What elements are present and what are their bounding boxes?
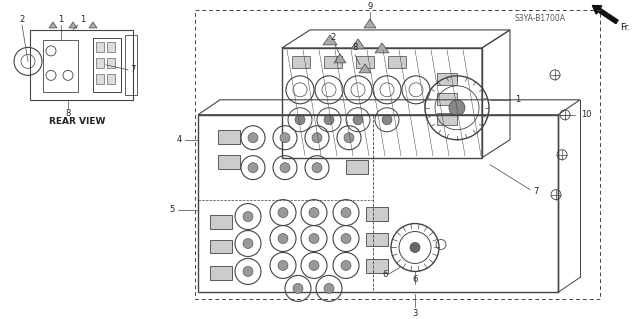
Circle shape bbox=[243, 266, 253, 277]
Polygon shape bbox=[359, 64, 371, 73]
Circle shape bbox=[309, 208, 319, 218]
Circle shape bbox=[278, 208, 288, 218]
Circle shape bbox=[312, 133, 322, 143]
Text: REAR VIEW: REAR VIEW bbox=[49, 117, 105, 126]
Text: 6: 6 bbox=[382, 270, 388, 279]
Bar bbox=[107, 42, 115, 52]
Polygon shape bbox=[49, 22, 57, 28]
Bar bbox=[96, 58, 104, 68]
Circle shape bbox=[248, 163, 258, 173]
Bar bbox=[198, 115, 558, 293]
Text: S3YA-B1700A: S3YA-B1700A bbox=[515, 14, 566, 24]
Bar bbox=[437, 93, 457, 105]
Bar bbox=[437, 113, 457, 125]
Circle shape bbox=[278, 261, 288, 271]
Circle shape bbox=[248, 133, 258, 143]
Text: 4: 4 bbox=[177, 135, 182, 144]
Text: 10: 10 bbox=[580, 110, 591, 119]
Bar bbox=[107, 74, 115, 84]
Bar bbox=[366, 207, 388, 220]
Text: 1: 1 bbox=[58, 15, 63, 25]
Circle shape bbox=[280, 163, 290, 173]
Circle shape bbox=[295, 115, 305, 125]
Text: 7: 7 bbox=[131, 65, 136, 74]
Text: 3: 3 bbox=[412, 309, 418, 318]
Bar bbox=[125, 35, 137, 95]
Text: 1: 1 bbox=[515, 95, 520, 104]
Bar bbox=[218, 155, 240, 169]
Circle shape bbox=[353, 115, 363, 125]
Text: 1: 1 bbox=[81, 15, 86, 25]
Bar bbox=[388, 56, 406, 68]
Bar bbox=[292, 56, 310, 68]
Bar bbox=[96, 42, 104, 52]
Polygon shape bbox=[89, 22, 97, 28]
Circle shape bbox=[243, 211, 253, 222]
Circle shape bbox=[341, 208, 351, 218]
Circle shape bbox=[344, 133, 354, 143]
Circle shape bbox=[293, 283, 303, 293]
Circle shape bbox=[382, 115, 392, 125]
Text: 8: 8 bbox=[352, 43, 358, 52]
Bar bbox=[437, 73, 457, 85]
Text: 5: 5 bbox=[170, 205, 175, 214]
Bar bbox=[366, 233, 388, 247]
Circle shape bbox=[410, 242, 420, 252]
Polygon shape bbox=[334, 54, 346, 63]
Bar bbox=[210, 240, 232, 254]
Circle shape bbox=[341, 261, 351, 271]
Bar bbox=[107, 58, 115, 68]
Text: 8: 8 bbox=[65, 109, 70, 118]
Bar bbox=[218, 130, 240, 144]
Bar bbox=[356, 56, 374, 68]
Circle shape bbox=[449, 100, 465, 116]
Circle shape bbox=[341, 234, 351, 243]
Polygon shape bbox=[351, 39, 365, 49]
Circle shape bbox=[312, 163, 322, 173]
Text: 2: 2 bbox=[19, 15, 24, 25]
Circle shape bbox=[309, 234, 319, 243]
Text: Fr.: Fr. bbox=[620, 23, 630, 33]
Polygon shape bbox=[69, 22, 77, 28]
Text: 2: 2 bbox=[330, 33, 335, 42]
Bar bbox=[43, 40, 78, 92]
Polygon shape bbox=[364, 19, 376, 28]
Circle shape bbox=[309, 261, 319, 271]
Polygon shape bbox=[375, 43, 389, 53]
Circle shape bbox=[278, 234, 288, 243]
Bar bbox=[346, 160, 368, 174]
Text: 6: 6 bbox=[412, 275, 418, 284]
Circle shape bbox=[324, 283, 334, 293]
Circle shape bbox=[243, 239, 253, 249]
Bar bbox=[96, 74, 104, 84]
Bar bbox=[210, 266, 232, 280]
Bar bbox=[282, 48, 482, 158]
FancyArrow shape bbox=[593, 5, 618, 24]
Text: 9: 9 bbox=[367, 3, 372, 11]
Bar bbox=[366, 259, 388, 273]
Bar bbox=[30, 30, 133, 100]
Circle shape bbox=[280, 133, 290, 143]
Bar bbox=[324, 56, 342, 68]
Polygon shape bbox=[323, 35, 337, 45]
Bar bbox=[93, 38, 121, 92]
Circle shape bbox=[324, 115, 334, 125]
Bar bbox=[210, 215, 232, 228]
Text: 7: 7 bbox=[533, 187, 539, 196]
